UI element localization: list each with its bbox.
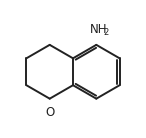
Text: NH: NH [90, 23, 107, 36]
Text: O: O [45, 106, 54, 119]
Text: 2: 2 [104, 28, 109, 37]
